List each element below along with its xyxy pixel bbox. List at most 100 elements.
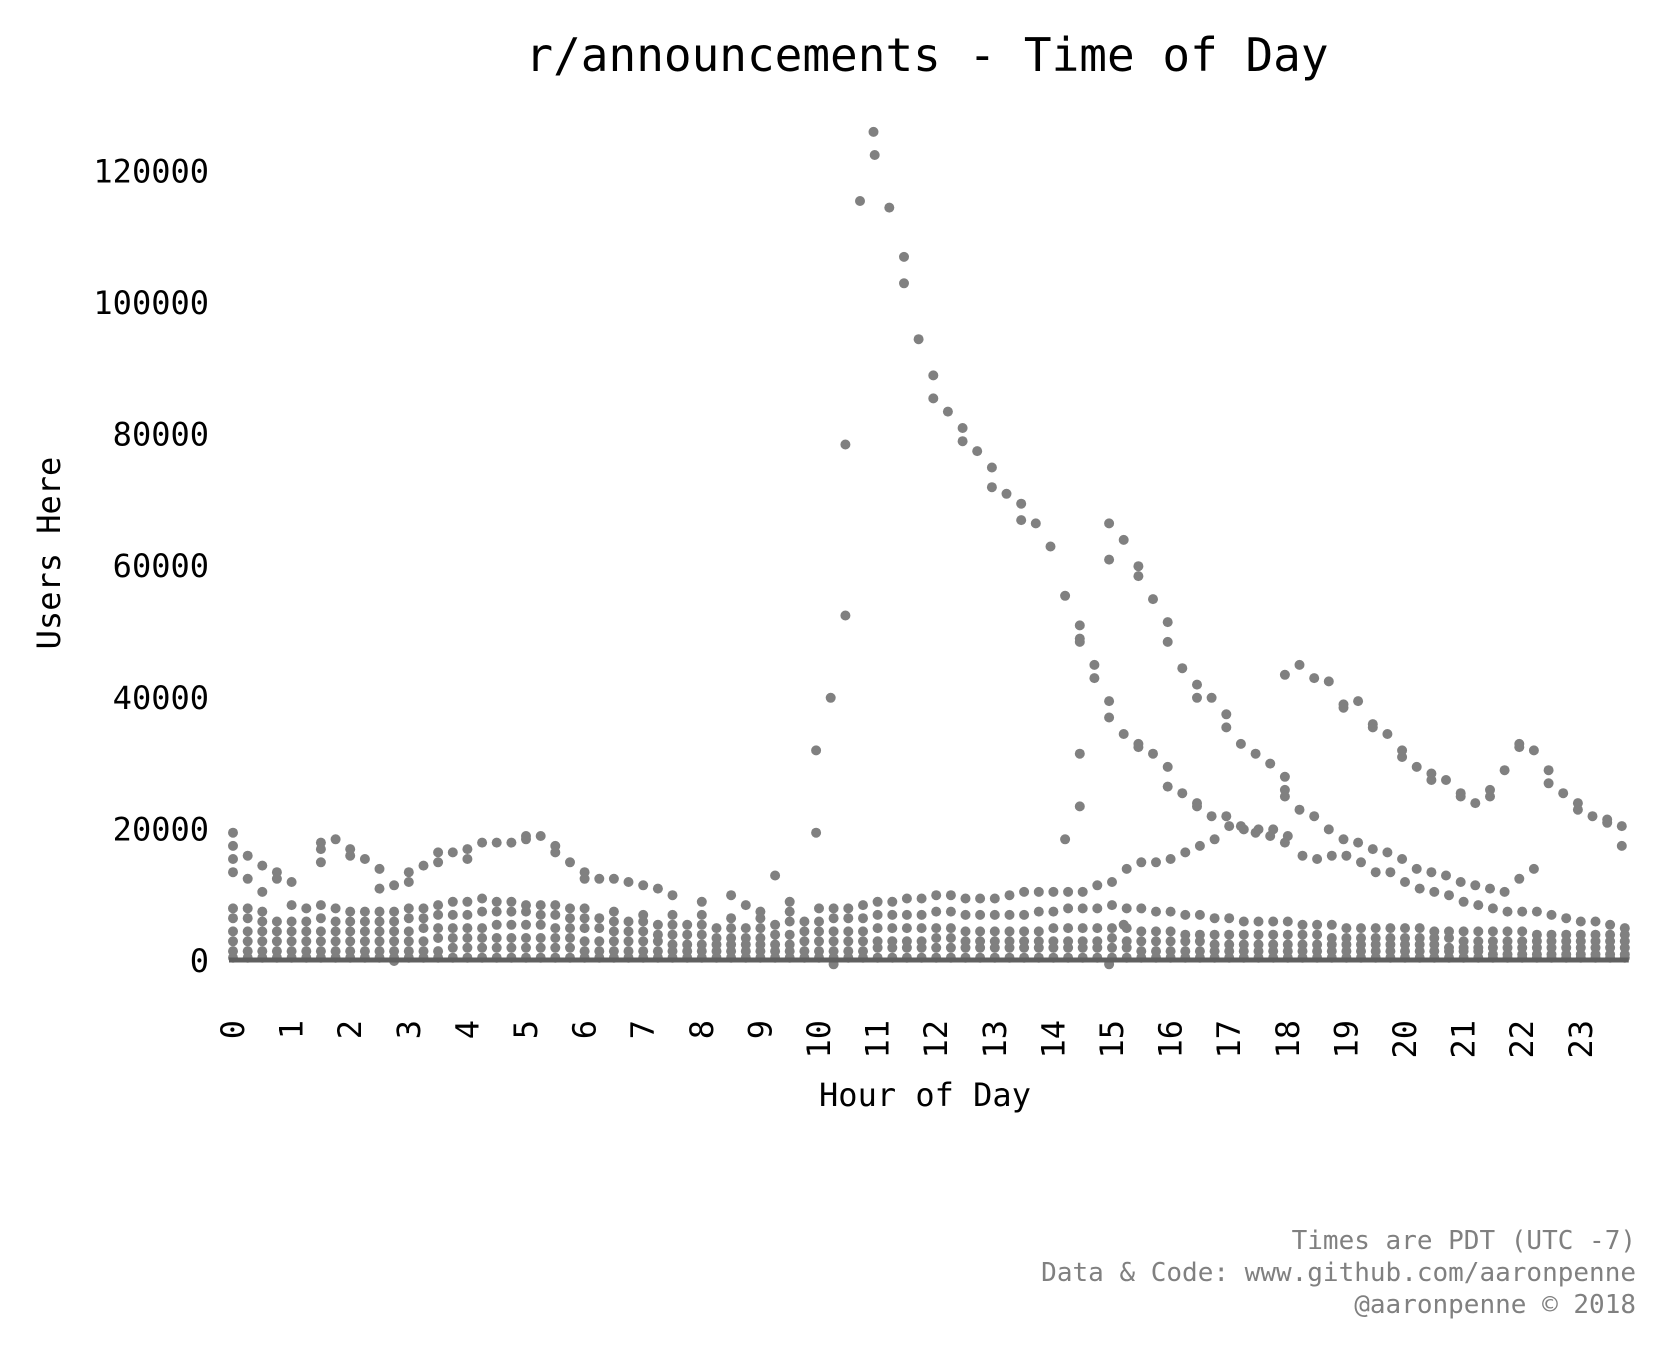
data-point <box>989 893 1000 904</box>
data-point <box>535 831 546 841</box>
data-point <box>1282 831 1293 841</box>
data-point <box>887 909 898 920</box>
data-point <box>986 462 997 473</box>
data-point <box>1458 896 1469 907</box>
data-point <box>1546 909 1557 920</box>
data-point <box>638 936 649 947</box>
data-point <box>477 942 488 953</box>
data-point <box>843 913 854 924</box>
data-point <box>345 926 356 937</box>
data-point <box>1060 590 1071 601</box>
data-point <box>1297 919 1308 930</box>
data-point <box>1397 854 1408 864</box>
data-point <box>315 900 326 911</box>
data-point <box>477 933 488 943</box>
data-point <box>594 873 605 884</box>
data-point <box>1473 926 1484 937</box>
data-point <box>1033 926 1044 937</box>
data-point <box>257 886 268 897</box>
data-point <box>1162 781 1173 792</box>
data-point <box>1326 919 1337 930</box>
data-point <box>726 890 737 901</box>
x-tick-label: 21 <box>1445 1020 1483 1059</box>
data-point <box>872 923 883 934</box>
data-point <box>623 877 634 887</box>
data-point <box>1107 942 1117 953</box>
data-point <box>1312 929 1323 940</box>
data-point <box>1019 886 1030 897</box>
data-point <box>1517 906 1528 917</box>
data-point <box>1019 909 1030 920</box>
data-point <box>1414 923 1425 934</box>
x-tick-label: 6 <box>566 1020 604 1039</box>
data-point <box>1487 903 1498 914</box>
data-point <box>1107 900 1117 911</box>
data-point <box>403 926 414 937</box>
data-point <box>913 334 924 345</box>
data-point <box>872 896 883 907</box>
data-point <box>828 926 839 937</box>
data-point <box>403 877 414 887</box>
data-point <box>1370 923 1381 934</box>
data-point <box>1048 942 1059 953</box>
data-point <box>521 906 531 917</box>
data-point <box>1441 775 1451 785</box>
data-point <box>506 933 517 943</box>
data-point <box>960 893 971 904</box>
data-point <box>755 923 766 934</box>
data-point <box>579 923 590 934</box>
data-point <box>579 936 590 947</box>
data-point <box>1279 771 1290 782</box>
data-point <box>1385 867 1396 878</box>
data-point <box>1016 498 1027 509</box>
data-point <box>1004 890 1015 901</box>
data-point <box>374 936 385 947</box>
data-point <box>477 923 488 934</box>
data-point <box>565 923 575 934</box>
data-point <box>799 916 810 927</box>
data-point <box>447 933 458 943</box>
data-point <box>652 936 663 947</box>
data-point <box>330 903 341 914</box>
data-point <box>565 913 575 924</box>
data-point <box>960 942 971 953</box>
data-point <box>271 873 282 884</box>
data-point <box>1528 863 1539 874</box>
data-point <box>1209 834 1220 845</box>
y-axis-label: Users Here <box>30 457 68 650</box>
data-point <box>330 834 341 845</box>
data-point <box>447 847 458 858</box>
data-point <box>345 916 356 927</box>
data-point <box>1543 765 1554 776</box>
data-point <box>1356 923 1366 934</box>
data-point <box>899 278 909 289</box>
data-point <box>1063 923 1074 934</box>
data-point <box>916 893 927 904</box>
data-point <box>257 860 268 871</box>
data-point <box>1104 518 1115 529</box>
data-point <box>389 926 400 937</box>
data-point <box>770 870 781 881</box>
data-point <box>594 923 605 934</box>
data-point <box>1382 729 1393 739</box>
data-point <box>1400 923 1410 934</box>
data-point <box>828 903 839 914</box>
data-point <box>1074 748 1085 759</box>
data-point <box>228 840 238 851</box>
data-point <box>1180 936 1191 947</box>
data-point <box>491 933 502 943</box>
data-point <box>623 926 634 937</box>
data-points <box>228 126 1630 970</box>
data-point <box>667 919 678 930</box>
y-tick-label: 40000 <box>113 679 209 717</box>
data-point <box>884 202 895 213</box>
x-tick-label: 18 <box>1269 1020 1307 1059</box>
data-point <box>1209 913 1220 924</box>
data-point <box>1121 942 1132 953</box>
y-tick-label: 120000 <box>93 152 209 190</box>
data-point <box>228 827 238 838</box>
data-point <box>1238 824 1249 835</box>
data-point <box>1165 854 1176 864</box>
data-point <box>901 909 912 920</box>
data-point <box>784 906 795 917</box>
